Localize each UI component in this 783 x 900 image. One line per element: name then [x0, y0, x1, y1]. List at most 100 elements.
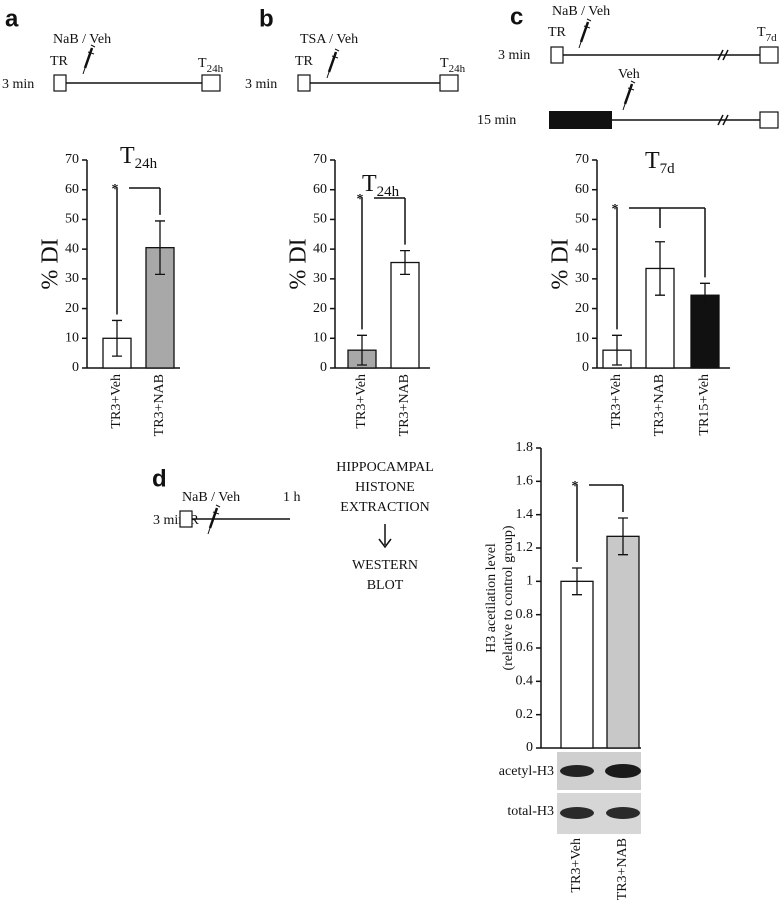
y-tick-label: 20 [65, 301, 79, 316]
duration-label: 3 min [153, 513, 185, 528]
drug-label: TSA / Veh [300, 32, 358, 47]
duration-label: 15 min [477, 113, 516, 128]
y-tick-label: 60 [65, 182, 79, 197]
protocol-a: a NaB / Veh TR 3 min T24h [2, 5, 224, 92]
tr-label: TR [50, 54, 69, 69]
x-tick-label: TR3+NAB [615, 838, 630, 900]
y-tick-label: 1.8 [516, 440, 534, 455]
y-tick-label: 20 [575, 301, 589, 316]
title-main: T [362, 171, 377, 197]
error-bar [357, 334, 367, 366]
y-tick-label: 50 [575, 212, 589, 227]
significance-bracket [361, 197, 406, 330]
test-sub: 24h [207, 63, 224, 75]
significance-star: * [112, 182, 119, 197]
panel-label: d [152, 465, 167, 492]
y-tick-label: 10 [65, 331, 79, 346]
drug-label: NaB / Veh [182, 490, 240, 505]
y-tick-label: 30 [65, 271, 79, 286]
test: T [440, 56, 449, 71]
y-axis-label: % DI [548, 238, 574, 289]
y-tick-label: 1.6 [516, 474, 534, 489]
x-tick-label: TR3+Veh [609, 374, 624, 429]
y-tick-label: 0 [72, 360, 79, 375]
y-tick-label: 0.8 [516, 607, 534, 622]
y-tick-label: 20 [313, 301, 327, 316]
y-tick-label: 1.4 [516, 507, 534, 522]
y-tick-label: 1 [526, 574, 533, 589]
x-tick-label: TR3+NAB [152, 374, 167, 436]
title-sub: 24h [135, 156, 158, 172]
y-tick-label: 10 [575, 331, 589, 346]
step-text: EXTRACTION [340, 500, 429, 515]
duration-label: 3 min [245, 77, 277, 92]
chart-title: T24h [362, 171, 400, 201]
y-axis-label: % DI [38, 238, 64, 289]
y-tick-label: 0.4 [516, 674, 534, 689]
error-bar [572, 567, 582, 596]
error-bar [400, 249, 410, 276]
y-axis-label: (relative to control group) [501, 525, 516, 670]
y-tick-label: 0 [582, 360, 589, 375]
bar [390, 261, 420, 369]
test-label: T24h [198, 56, 224, 74]
significance-star: * [612, 202, 619, 217]
y-axis-label: H3 acetilation level [484, 543, 499, 653]
y-tick-label: 10 [313, 331, 327, 346]
chart: 0 10 20 30 40 50 60 70 T24h % DI TR3+Veh TR3+NAB * [38, 143, 180, 436]
bar [560, 580, 594, 749]
y-tick-label: 0 [526, 740, 533, 755]
tr-label: TR [548, 25, 567, 40]
test: T [757, 25, 766, 40]
significance-star: * [357, 192, 364, 207]
y-tick-label: 60 [575, 182, 589, 197]
x-tick-label: TR15+Veh [697, 374, 712, 436]
drug-label: NaB / Veh [552, 4, 610, 19]
y-tick-label: 70 [575, 152, 589, 167]
title-sub: 7d [660, 161, 676, 177]
y-tick-label: 40 [313, 241, 327, 256]
protocol-b: b TSA / Veh TR 3 min T24h [245, 5, 466, 92]
y-tick-label: 70 [65, 152, 79, 167]
blot-label: total-H3 [507, 804, 554, 819]
x-tick-label: TR3+Veh [109, 374, 124, 429]
y-tick-label: 40 [575, 241, 589, 256]
chart: 0 10 20 30 40 50 60 70 T7d % DI TR3+Veh TR3+NAB TR15… [548, 148, 730, 436]
x-tick-label: TR3+NAB [397, 374, 412, 436]
protocol-d: d NaB / Veh TR 3 min 1 h HIPPOCAMPAL HIS… [152, 460, 434, 593]
panel-label: c [510, 3, 523, 30]
test-label: T7d [757, 25, 777, 43]
protocol-c: c NaB / Veh TR 3 min T7d Veh 15 min [477, 3, 779, 129]
step-text: HIPPOCAMPAL [336, 460, 434, 475]
significance-star: * [572, 479, 579, 494]
y-tick-label: 50 [65, 212, 79, 227]
step-text: HISTONE [355, 480, 415, 495]
significance-bracket [576, 484, 624, 562]
y-axis-label: % DI [286, 238, 312, 289]
y-tick-label: 30 [313, 271, 327, 286]
error-bar [700, 282, 710, 308]
significance-bracket [116, 187, 161, 315]
test-label: T24h [440, 56, 466, 74]
chart-title: T24h [120, 143, 158, 173]
duration-label: 3 min [2, 77, 34, 92]
error-bar [155, 220, 165, 276]
chart: 0 10 20 30 40 50 60 70 T24h % DI TR3+Veh TR3+NAB * [286, 152, 430, 436]
y-tick-label: 60 [313, 182, 327, 197]
y-tick-label: 70 [313, 152, 327, 167]
tr-label: TR [295, 54, 314, 69]
y-tick-label: 0 [320, 360, 327, 375]
significance-bracket [616, 207, 706, 330]
y-tick-label: 0.6 [516, 640, 534, 655]
error-bar [618, 517, 628, 556]
drug-label: Veh [618, 67, 640, 82]
end-label: 1 h [283, 490, 301, 505]
test-sub: 7d [766, 32, 778, 44]
y-tick-label: 40 [65, 241, 79, 256]
western-blot: acetyl-H3 total-H3 [499, 752, 641, 834]
step-text: BLOT [367, 578, 404, 593]
test-sub: 24h [449, 63, 466, 75]
error-bar [655, 241, 665, 296]
chart-title: T7d [645, 148, 675, 178]
